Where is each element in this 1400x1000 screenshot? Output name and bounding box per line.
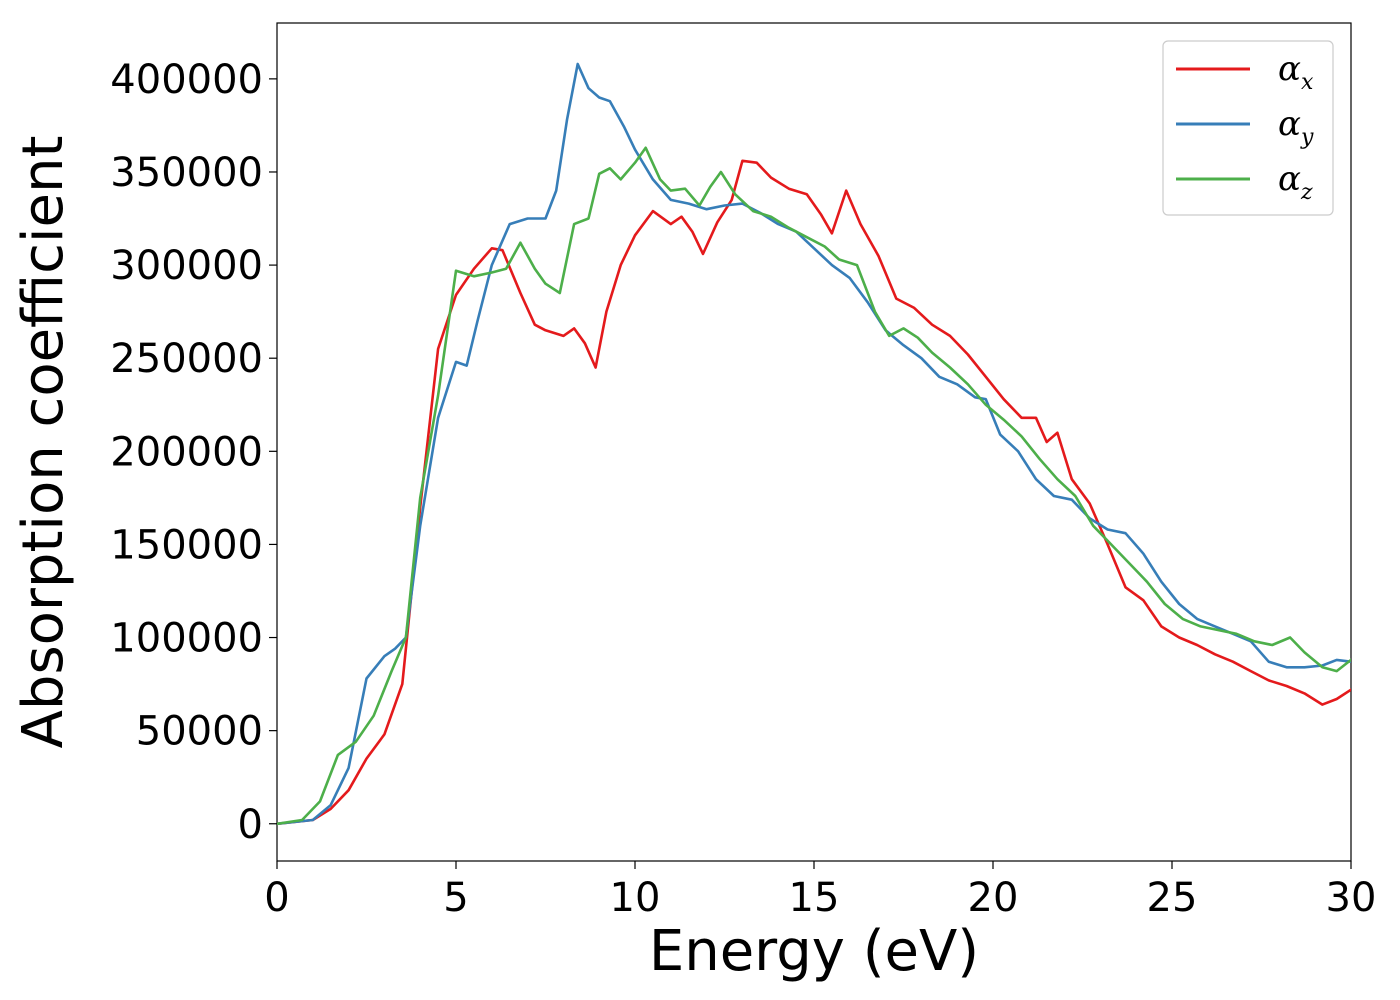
y-tick-label: 50000 bbox=[136, 709, 263, 755]
legend-label-y: αy bbox=[1278, 104, 1314, 150]
y-tick-label: 300000 bbox=[110, 243, 263, 289]
series-line-x bbox=[277, 159, 1351, 826]
x-tick-label: 0 bbox=[264, 875, 289, 921]
y-tick-label: 100000 bbox=[110, 616, 263, 662]
x-axis-title: Energy (eV) bbox=[649, 919, 979, 984]
y-tick-label: 0 bbox=[238, 802, 263, 848]
y-tick-label: 400000 bbox=[110, 57, 263, 103]
series-line-z bbox=[277, 146, 1351, 826]
x-tick-label: 25 bbox=[1147, 875, 1198, 921]
y-axis-title: Absorption coefficient bbox=[11, 136, 76, 749]
legend-box bbox=[1162, 40, 1334, 216]
legend-label-x: αx bbox=[1278, 49, 1314, 95]
x-tick-label: 10 bbox=[610, 875, 661, 921]
y-tick-label: 200000 bbox=[110, 429, 263, 475]
x-tick-label: 5 bbox=[443, 875, 468, 921]
legend: αx αy αz bbox=[1162, 40, 1334, 216]
series-lines bbox=[277, 62, 1351, 826]
legend-label-z: αz bbox=[1278, 159, 1313, 205]
x-tick-label: 15 bbox=[789, 875, 840, 921]
y-tick-label: 350000 bbox=[110, 150, 263, 196]
x-axis: 0 5 10 15 20 25 30 bbox=[264, 861, 1376, 921]
y-axis: 0 50000 100000 150000 200000 250000 300000 3500… bbox=[110, 57, 277, 848]
y-tick-label: 250000 bbox=[110, 336, 263, 382]
y-tick-label: 150000 bbox=[110, 522, 263, 568]
x-tick-label: 20 bbox=[968, 875, 1019, 921]
x-tick-label: 30 bbox=[1326, 875, 1377, 921]
